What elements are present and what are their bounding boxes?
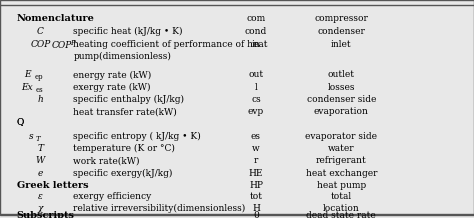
Text: compressor: compressor [314,14,368,23]
Text: T: T [37,144,43,153]
Text: W: W [36,156,45,165]
Text: w: w [252,144,260,153]
Text: cond: cond [245,27,267,36]
Text: l: l [255,83,257,92]
Text: heat transfer rate(kW): heat transfer rate(kW) [73,107,177,116]
Text: refrigerant: refrigerant [316,156,367,165]
Text: Q: Q [17,117,24,126]
Text: es: es [36,86,43,94]
Text: heat exchanger: heat exchanger [306,169,377,178]
Text: specific exergy(kJ/kg): specific exergy(kJ/kg) [73,169,173,178]
Text: evaporation: evaporation [314,107,369,116]
Text: out: out [248,70,264,79]
Text: work rate(kW): work rate(kW) [73,156,140,165]
Text: cs: cs [251,95,261,104]
Text: outlet: outlet [328,70,355,79]
Text: relative irreversibility(dimensionless): relative irreversibility(dimensionless) [73,204,246,213]
Text: E: E [24,70,30,79]
Text: location: location [323,204,360,213]
Text: com: com [246,14,265,23]
Text: evaporator side: evaporator side [305,132,377,141]
Text: exergy efficiency: exergy efficiency [73,192,152,201]
Text: dead state rate: dead state rate [306,211,376,218]
Text: Greek letters: Greek letters [17,181,88,190]
Text: r: r [254,156,258,165]
Text: tot: tot [249,192,263,201]
Text: s: s [29,132,34,141]
Text: COP: COP [51,41,72,50]
Text: pump(dimensionless): pump(dimensionless) [73,51,171,61]
Text: Subscripts: Subscripts [17,211,74,218]
Text: h: h [37,95,43,104]
Text: e: e [37,169,43,178]
Text: H: H [252,204,260,213]
Text: Ex: Ex [21,83,33,92]
Text: water: water [328,144,355,153]
Text: total: total [331,192,352,201]
Text: HE: HE [249,169,263,178]
Text: inlet: inlet [331,40,352,49]
Text: COP: COP [30,40,50,49]
Text: χ: χ [37,204,43,213]
Text: specific enthalpy (kJ/kg): specific enthalpy (kJ/kg) [73,95,184,104]
Text: evp: evp [248,107,264,116]
Text: HP: HP [249,181,263,190]
Text: condenser: condenser [317,27,365,36]
Text: 0: 0 [253,211,259,218]
Text: temperature (K or °C): temperature (K or °C) [73,144,175,153]
Text: es: es [251,132,261,141]
Text: Nomenclature: Nomenclature [17,14,94,23]
Text: condenser side: condenser side [307,95,376,104]
Text: energy rate (kW): energy rate (kW) [73,70,152,80]
Text: P: P [70,39,75,47]
Text: heating coefficient of performance of heat: heating coefficient of performance of he… [73,40,268,49]
Text: exergy rate (kW): exergy rate (kW) [73,83,151,92]
Text: T: T [36,135,40,143]
Text: C: C [37,27,44,36]
Text: ε: ε [38,192,43,201]
Text: heat pump: heat pump [317,181,366,190]
Text: losses: losses [328,83,355,92]
Text: ep: ep [34,73,43,82]
Text: Q: Q [17,117,24,126]
Text: specific heat (kJ/kg • K): specific heat (kJ/kg • K) [73,27,183,36]
Text: in: in [252,40,260,49]
Text: specific entropy ( kJ/kg • K): specific entropy ( kJ/kg • K) [73,132,201,141]
